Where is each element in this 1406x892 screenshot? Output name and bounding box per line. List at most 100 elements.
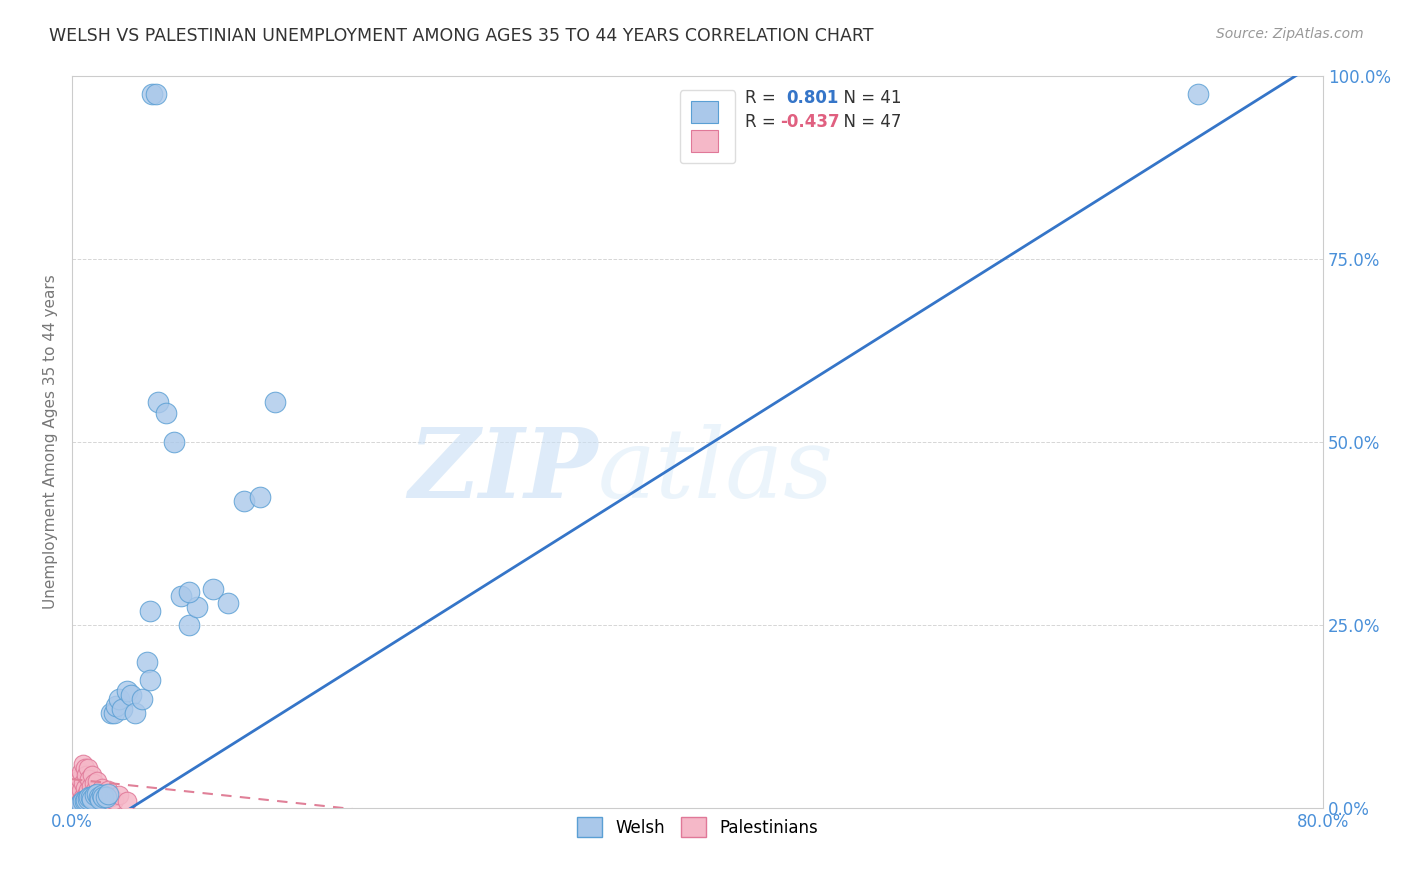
Point bbox=[97, 787, 120, 801]
Point bbox=[155, 406, 177, 420]
Text: ZIP: ZIP bbox=[408, 425, 598, 518]
Point bbox=[70, 796, 93, 810]
Point bbox=[80, 780, 103, 794]
Y-axis label: Unemployment Among Ages 35 to 44 years: Unemployment Among Ages 35 to 44 years bbox=[44, 275, 58, 609]
Point bbox=[72, 794, 94, 808]
Text: -0.437: -0.437 bbox=[780, 112, 839, 131]
Legend: Welsh, Palestinians: Welsh, Palestinians bbox=[569, 811, 825, 844]
Point bbox=[72, 776, 94, 790]
Point bbox=[100, 706, 122, 721]
Point bbox=[170, 589, 193, 603]
Point bbox=[70, 764, 93, 779]
Point bbox=[84, 794, 107, 808]
Point bbox=[91, 787, 114, 801]
Point bbox=[111, 702, 134, 716]
Point bbox=[96, 789, 118, 803]
Point bbox=[73, 794, 96, 808]
Point bbox=[82, 787, 104, 801]
Point bbox=[63, 772, 86, 786]
Point bbox=[86, 787, 108, 801]
Point bbox=[73, 794, 96, 808]
Point bbox=[115, 684, 138, 698]
Point bbox=[77, 772, 100, 786]
Point bbox=[94, 792, 117, 806]
Text: Source: ZipAtlas.com: Source: ZipAtlas.com bbox=[1216, 27, 1364, 41]
Point bbox=[217, 596, 239, 610]
Point bbox=[1187, 87, 1209, 101]
Point bbox=[115, 794, 138, 808]
Point bbox=[179, 585, 201, 599]
Point bbox=[141, 87, 163, 101]
Point bbox=[96, 790, 118, 805]
Point bbox=[87, 785, 110, 799]
Text: WELSH VS PALESTINIAN UNEMPLOYMENT AMONG AGES 35 TO 44 YEARS CORRELATION CHART: WELSH VS PALESTINIAN UNEMPLOYMENT AMONG … bbox=[49, 27, 873, 45]
Point bbox=[67, 780, 90, 794]
Point bbox=[120, 688, 142, 702]
Point bbox=[136, 655, 159, 669]
Point bbox=[66, 787, 89, 801]
Point bbox=[70, 792, 93, 806]
Point bbox=[70, 783, 93, 797]
Point bbox=[186, 599, 208, 614]
Point bbox=[124, 706, 146, 721]
Point bbox=[86, 789, 108, 803]
Point bbox=[103, 792, 125, 806]
Point bbox=[103, 706, 125, 721]
Point bbox=[83, 776, 105, 790]
Point bbox=[72, 790, 94, 805]
Point bbox=[233, 493, 256, 508]
Point bbox=[75, 792, 97, 806]
Point bbox=[97, 783, 120, 797]
Point bbox=[139, 603, 162, 617]
Point bbox=[86, 773, 108, 788]
Point bbox=[76, 792, 98, 806]
Point bbox=[73, 780, 96, 795]
Point bbox=[77, 790, 100, 805]
Point bbox=[73, 761, 96, 775]
Point bbox=[82, 792, 104, 806]
Point bbox=[84, 783, 107, 797]
Point bbox=[76, 761, 98, 775]
Point bbox=[139, 673, 162, 688]
Text: N = 41: N = 41 bbox=[832, 88, 901, 107]
Point bbox=[63, 790, 86, 805]
Point bbox=[66, 776, 89, 790]
Point bbox=[146, 394, 169, 409]
Point bbox=[131, 691, 153, 706]
Point bbox=[90, 789, 112, 803]
Point bbox=[76, 783, 98, 797]
Text: atlas: atlas bbox=[598, 425, 834, 518]
Text: 0.801: 0.801 bbox=[786, 88, 839, 107]
Point bbox=[69, 772, 91, 786]
Point bbox=[69, 787, 91, 801]
Point bbox=[100, 790, 122, 805]
Point bbox=[249, 490, 271, 504]
Point bbox=[179, 618, 201, 632]
Point bbox=[80, 790, 103, 805]
Point bbox=[69, 797, 91, 812]
Point bbox=[67, 794, 90, 808]
Point bbox=[77, 790, 100, 805]
Point bbox=[91, 790, 114, 805]
Point bbox=[108, 691, 131, 706]
Point bbox=[89, 792, 111, 806]
Point bbox=[83, 790, 105, 805]
Text: R =: R = bbox=[745, 88, 786, 107]
Text: R =: R = bbox=[745, 112, 782, 131]
Point bbox=[201, 582, 224, 596]
Point bbox=[89, 790, 111, 805]
Point bbox=[62, 783, 84, 797]
Point bbox=[90, 780, 112, 795]
Point bbox=[84, 789, 107, 803]
Point bbox=[145, 87, 167, 101]
Point bbox=[72, 757, 94, 772]
Point bbox=[264, 394, 287, 409]
Point bbox=[87, 790, 110, 805]
Point bbox=[163, 434, 186, 449]
Text: N = 47: N = 47 bbox=[832, 112, 901, 131]
Point bbox=[75, 768, 97, 782]
Point bbox=[80, 794, 103, 808]
Point bbox=[104, 698, 127, 713]
Point bbox=[108, 789, 131, 803]
Point bbox=[82, 768, 104, 782]
